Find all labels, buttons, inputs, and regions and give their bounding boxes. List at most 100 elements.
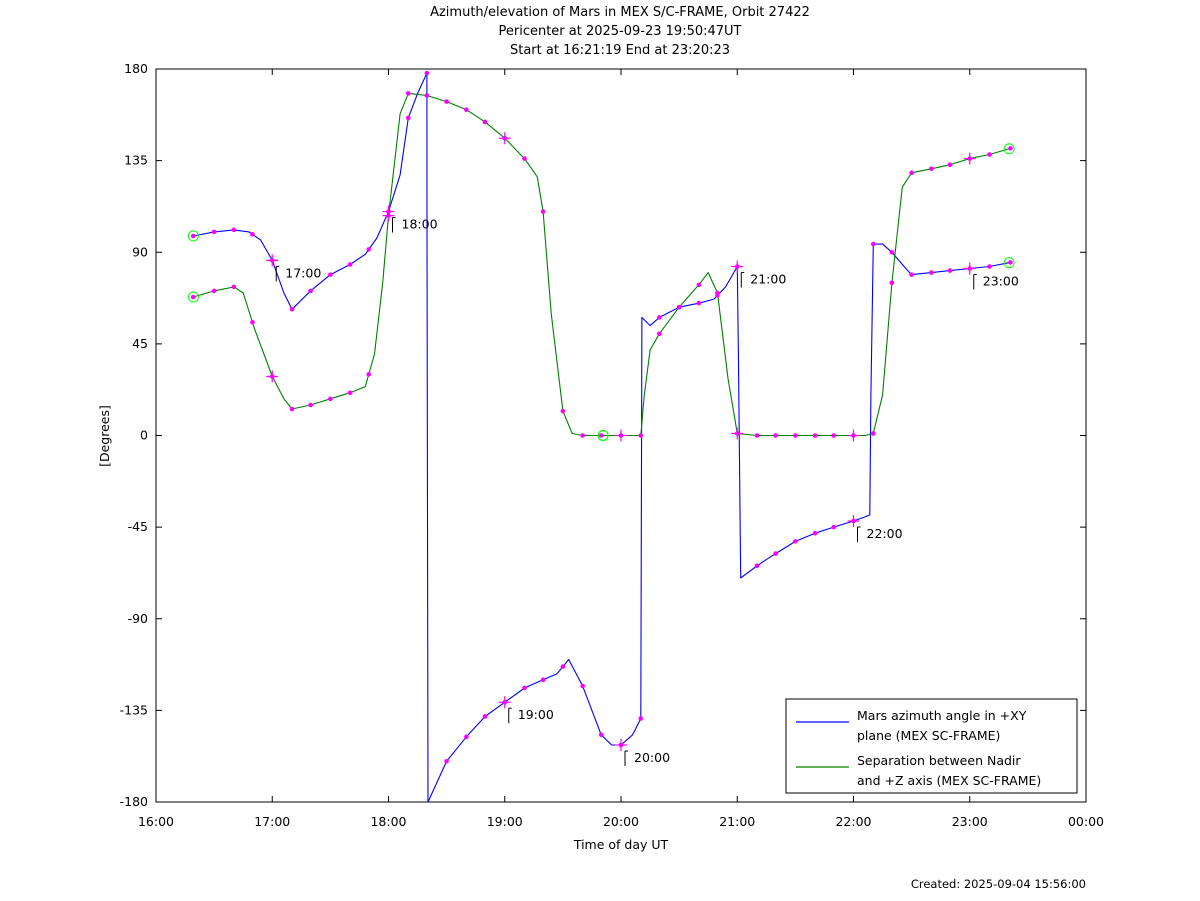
legend-label: Mars azimuth angle in +XY: [857, 708, 1027, 723]
sample-marker-dot: [831, 524, 837, 530]
y-tick-label: 0: [140, 428, 148, 443]
sample-marker-dot: [522, 156, 527, 161]
hour-label: 19:00: [518, 707, 554, 722]
sample-marker-dot: [289, 306, 295, 312]
sample-marker-dot: [250, 232, 255, 237]
sample-marker-dot: [347, 390, 353, 396]
sample-marker-dot: [754, 433, 760, 438]
sample-marker-dot: [211, 229, 217, 235]
sample-marker-dot: [1008, 146, 1013, 151]
sample-marker-dot: [289, 406, 295, 412]
sample-marker-dot: [1008, 260, 1013, 265]
sample-marker-dot: [598, 433, 604, 438]
x-tick-label: 21:00: [719, 814, 755, 829]
sample-marker-dot: [560, 664, 566, 669]
sample-marker-dot: [211, 288, 217, 294]
hour-label: 18:00: [402, 217, 438, 232]
y-tick-label: -45: [128, 519, 148, 534]
chart-title-line-3: Start at 16:21:19 End at 23:20:23: [509, 43, 731, 58]
sample-marker-dot: [540, 677, 546, 683]
sample-marker-dot: [231, 284, 237, 290]
y-tick-label: 180: [124, 61, 148, 76]
sample-marker-dot: [929, 166, 934, 172]
sample-marker-dot: [657, 315, 662, 320]
sample-marker-dot: [444, 758, 449, 764]
sample-marker-dot: [190, 294, 196, 300]
sample-marker-dot: [638, 716, 644, 721]
x-tick-label: 19:00: [487, 814, 523, 829]
sample-marker-dot: [482, 714, 488, 719]
hour-label: 20:00: [634, 750, 670, 765]
chart-title-line-2: Pericenter at 2025-09-23 19:50:47UT: [498, 24, 742, 39]
sample-marker-dot: [929, 270, 934, 275]
sample-marker-dot: [598, 732, 604, 738]
sample-marker-dot: [947, 162, 953, 167]
start-end-circle-marker: [1003, 257, 1015, 269]
x-tick-label: 00:00: [1068, 814, 1104, 829]
sample-marker-dot: [889, 280, 895, 286]
x-tick-label: 18:00: [370, 814, 406, 829]
hour-label: 22:00: [867, 526, 903, 541]
series-line-2: [193, 92, 1011, 437]
sample-marker-dot: [831, 433, 837, 438]
sample-marker-dot: [424, 70, 430, 76]
sample-marker-dot: [909, 170, 914, 176]
x-axis-label: Time of day UT: [573, 837, 669, 852]
sample-marker-dot: [231, 227, 237, 233]
x-tick-label: 22:00: [835, 814, 871, 829]
sample-marker-dot: [987, 264, 992, 269]
sample-marker-dot: [405, 115, 411, 121]
sample-marker-dot: [870, 241, 876, 247]
sample-marker-dot: [308, 402, 313, 408]
hour-label: 21:00: [750, 272, 786, 287]
start-end-circle-marker: [187, 230, 199, 242]
start-end-circle-marker: [187, 291, 199, 303]
legend-label: and +Z axis (MEX SC-FRAME): [857, 773, 1041, 788]
sample-marker-dot: [870, 431, 876, 436]
legend-box: [785, 698, 1078, 794]
sample-marker-dot: [405, 91, 411, 96]
sample-marker-dot: [482, 119, 488, 125]
sample-marker-dot: [464, 734, 469, 740]
sample-marker-dot: [657, 331, 662, 336]
sample-marker-dot: [366, 372, 372, 377]
sample-marker-dot: [793, 433, 798, 438]
start-end-circle-marker: [1003, 143, 1015, 155]
created-timestamp: Created: 2025-09-04 15:56:00: [910, 877, 1086, 891]
sample-marker-dot: [773, 433, 778, 438]
sample-marker-dot: [715, 290, 720, 296]
sample-marker-dot: [347, 262, 353, 267]
sample-marker-dot: [812, 433, 818, 438]
sample-marker-dot: [580, 683, 585, 689]
sample-marker-dot: [308, 288, 313, 294]
sample-marker-dot: [366, 247, 372, 252]
y-tick-label: 45: [132, 336, 148, 351]
sample-marker-dot: [696, 300, 702, 306]
sample-marker-dot: [812, 530, 818, 536]
y-tick-label: -135: [120, 702, 148, 717]
hour-label: 17:00: [285, 265, 321, 280]
y-tick-label: 90: [132, 244, 148, 259]
sample-marker-dot: [580, 433, 585, 438]
sample-marker-dot: [424, 93, 430, 98]
sample-marker-dot: [328, 272, 333, 277]
sample-marker-dot: [947, 268, 953, 273]
sample-marker-dot: [638, 433, 644, 438]
sample-marker-dot: [522, 685, 527, 691]
sample-marker-dot: [540, 209, 546, 214]
sample-marker-dot: [754, 563, 760, 569]
sample-marker-dot: [560, 408, 566, 414]
sample-marker-dot: [190, 233, 196, 239]
y-tick-label: -90: [128, 611, 148, 626]
sample-marker-dot: [250, 319, 255, 325]
sample-marker-dot: [793, 539, 798, 544]
x-tick-label: 20:00: [603, 814, 639, 829]
sample-marker-dot: [696, 282, 702, 288]
sample-marker-dot: [328, 396, 333, 402]
sample-marker-dot: [464, 107, 469, 113]
y-tick-label: -180: [120, 794, 148, 809]
y-axis-label: [Degrees]: [97, 405, 112, 467]
chart-title-line-1: Azimuth/elevation of Mars in MEX S/C-FRA…: [430, 5, 810, 20]
legend-label: plane (MEX SC-FRAME): [857, 728, 1000, 743]
